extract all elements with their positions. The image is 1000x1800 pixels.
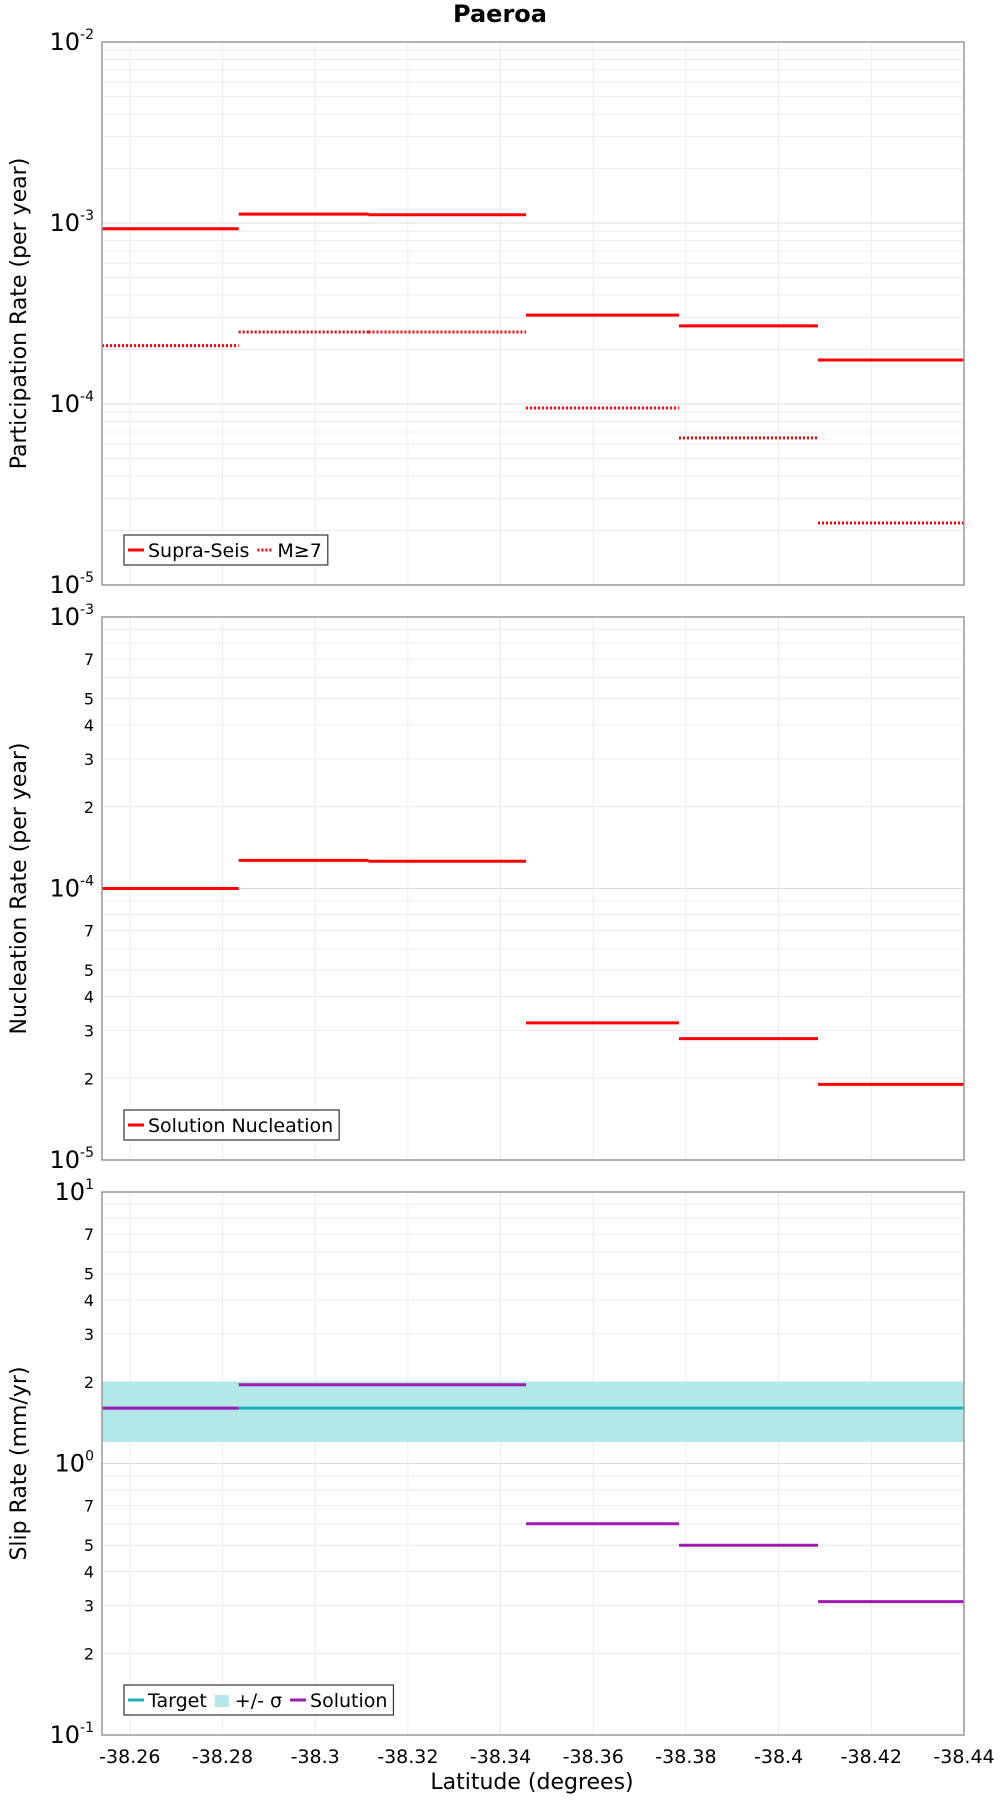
legend-label: M≥7 [277,540,321,562]
y-tick-label: 10-2 [49,27,94,56]
y-minor-tick-label: 3 [84,1325,94,1344]
y-tick-label: 10-5 [49,1145,94,1174]
y-minor-tick-label: 3 [84,1021,94,1040]
x-tick-label: -38.42 [841,1746,902,1768]
y-minor-tick-label: 3 [84,1596,94,1615]
x-tick-label: -38.38 [655,1746,716,1768]
series-solution [102,1383,964,1604]
chart-title: Paeroa [453,0,547,28]
legend-box [123,1684,395,1716]
y-tick-label: 10-4 [49,389,94,418]
y-minor-tick-label: 2 [84,1373,94,1392]
y-axis-label: Nucleation Rate (per year) [7,743,32,1035]
y-axis-label: Slip Rate (mm/yr) [7,1366,32,1560]
x-tick-label: -38.28 [192,1746,253,1768]
y-minor-tick-label: 7 [84,922,94,941]
y-minor-tick-label: 4 [84,1563,94,1582]
x-tick-label: -38.34 [470,1746,531,1768]
y-minor-tick-label: 7 [84,650,94,669]
legend-label: Solution Nucleation [148,1115,333,1137]
y-tick-label: 10-3 [49,208,94,237]
y-minor-tick-label: 2 [84,1644,94,1663]
y-minor-tick-label: 7 [84,1225,94,1244]
legend-swatch [214,1695,229,1707]
legend: Supra-Seis M≥7 [123,534,329,566]
y-minor-tick-label: 3 [84,750,94,769]
x-tick-label: -38.3 [291,1746,340,1768]
y-minor-tick-label: 5 [84,961,94,980]
legend-label: Solution [310,1690,387,1712]
panel-1: 10-5 10-4 10-3 10-2 Participation Rate (per … [7,27,965,599]
legend-box [123,1109,340,1141]
legend-label: +/- σ [235,1690,282,1712]
x-axis-ticks: -38.26 -38.28 -38.3 -38.32 -38.34 -38.36 -38.3… [99,1746,994,1768]
x-tick-label: -38.36 [563,1746,624,1768]
legend-label: Supra-Seis [148,540,249,562]
chart-panels: 10-5 10-4 10-3 10-2 Participation Rate (per … [7,27,995,1768]
y-tick-label: 10-5 [49,570,94,599]
plot-area [102,42,964,585]
y-minor-tick-label: 4 [84,716,94,735]
series-m-7 [102,330,964,525]
y-axis-label: Participation Rate (per year) [7,158,32,470]
y-minor-tick-label: 5 [84,1265,94,1284]
y-tick-label: 100 [55,1449,94,1478]
x-tick-label: -38.26 [99,1746,160,1768]
legend-label: Target [147,1690,207,1712]
x-tick-label: -38.32 [377,1746,438,1768]
legend: Target +/- σ Solution [123,1684,395,1716]
panel-3: 10-1 100 101 2 3 4 5 7 2 3 4 5 7 Slip Rate (mm/yr) Tar… [7,1177,965,1749]
series-supra-seis [102,212,964,362]
x-axis-label: Latitude (degrees) [430,1770,633,1795]
series-solution-nucleation [102,858,964,1086]
y-minor-tick-label: 7 [84,1497,94,1516]
y-minor-tick-label: 5 [84,690,94,709]
legend-box [123,534,329,566]
plot-frame [101,616,965,1161]
plot-frame [101,41,965,586]
panel-2: 10-5 10-4 10-3 2 3 4 5 7 2 3 4 5 7 Nucleation Rate (p… [7,602,965,1174]
sigma-band [102,1381,964,1443]
x-tick-label: -38.4 [754,1746,803,1768]
plot-frame [101,1191,965,1736]
y-minor-tick-label: 2 [84,798,94,817]
y-minor-tick-label: 5 [84,1536,94,1555]
y-tick-label: 10-4 [49,874,94,903]
legend: Solution Nucleation [123,1109,340,1141]
y-tick-label: 10-1 [49,1720,94,1749]
y-tick-label: 101 [55,1177,94,1206]
y-minor-tick-label: 4 [84,1291,94,1310]
y-minor-tick-label: 4 [84,988,94,1007]
y-tick-label: 10-3 [49,602,94,631]
x-tick-label: -38.44 [933,1746,994,1768]
y-minor-tick-label: 2 [84,1069,94,1088]
